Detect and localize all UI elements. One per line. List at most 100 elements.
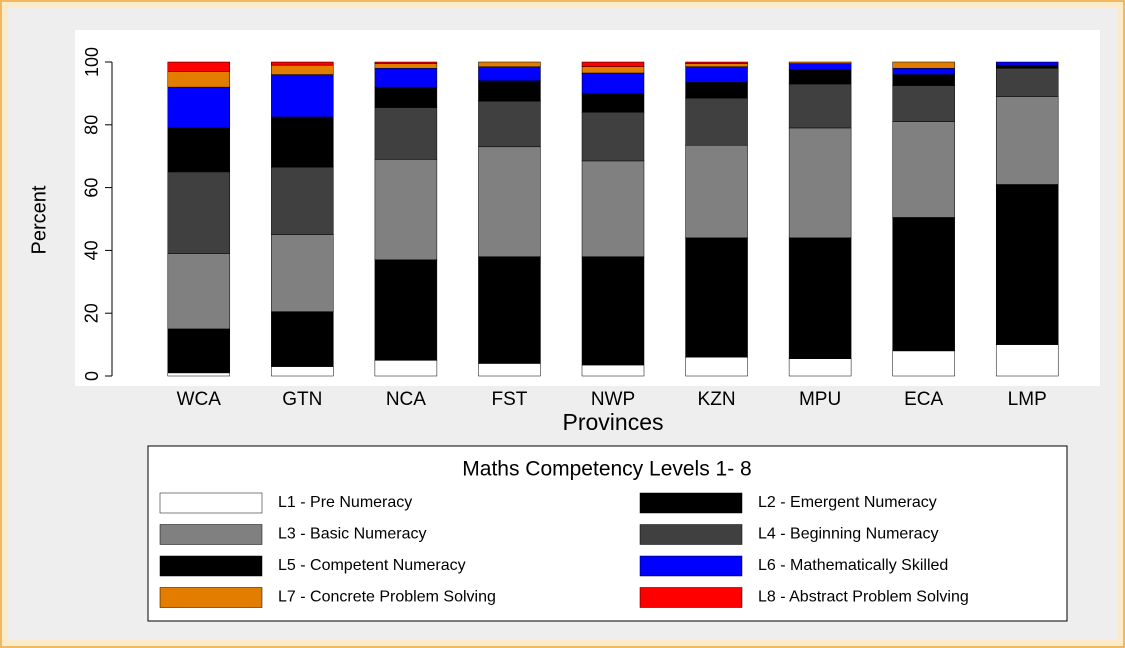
bar-segment [167,328,231,374]
bar-segment [478,256,541,364]
bar-segment [892,68,955,75]
y-axis-label: Percent [28,185,50,254]
bar-segment [892,85,955,122]
bar-segment [995,64,1059,69]
x-tick-label: FST [491,389,527,410]
legend-swatch [159,555,263,577]
legend-label: L6 - Mathematically Skilled [758,557,948,574]
bar-segment [478,66,541,82]
bar-segment [167,86,231,129]
x-tick-label: GTN [282,389,322,410]
bar-segment [581,66,645,74]
x-tick-label: ECA [904,389,943,410]
bar-segment [788,63,852,71]
bar-segment [788,358,852,377]
bar-segment [167,61,231,72]
x-tick-label: KZN [698,389,736,410]
bar-segment [685,66,748,83]
y-tick-label: 20 [82,303,102,323]
bar-segment [788,83,852,129]
bar-segment [581,111,645,162]
bar-segment [374,63,438,69]
legend-label: L5 - Competent Numeracy [278,557,466,574]
bar-segment [478,61,541,67]
bar-segment [995,344,1059,377]
bar-segment [581,61,645,67]
bar-segment [788,61,852,64]
bar-segment [892,217,955,352]
bar-segment [685,61,748,64]
bar-segment [374,107,438,160]
bar-segment [271,74,334,118]
legend-swatch [159,492,263,514]
bar-segment [271,366,334,377]
bar-segment [995,96,1059,185]
bar-segment [685,237,748,358]
y-tick-label: 100 [82,47,102,77]
y-tick-label: 80 [82,115,102,135]
bar-segment [685,63,748,67]
bar-segment [685,144,748,239]
bar-segment [788,127,852,239]
bar-segment [374,86,438,108]
bar-segment [374,259,438,361]
bar-segment [581,256,645,366]
bar-segment [374,61,438,64]
bar-segment [167,171,231,254]
bar-segment [271,64,334,75]
legend-swatch [639,587,743,608]
x-tick-label: LMP [1008,389,1047,410]
legend-label: L1 - Pre Numeracy [278,494,412,511]
legend-label: L8 - Abstract Problem Solving [758,589,969,606]
legend-swatch [159,587,263,608]
bar-segment [892,74,955,86]
x-tick-label: NCA [386,389,426,410]
bar-segment [271,311,334,367]
bar-segment [478,146,541,257]
legend-label: L2 - Emergent Numeracy [758,494,937,511]
bar-segment [374,360,438,377]
bar-segment [995,68,1059,97]
legend-swatch [159,524,263,545]
y-tick-label: 0 [82,371,102,381]
legend [147,445,1068,622]
bar-segment [685,97,748,146]
bar-segment [167,372,231,377]
bar-segment [995,184,1059,345]
legend-swatch [639,524,743,545]
bar-segment [685,356,748,377]
bar-segment [685,82,748,99]
legend-title: Maths Competency Levels 1- 8 [462,458,751,481]
bar-segment [271,61,334,66]
bar-segment [892,61,955,69]
bar-segment [271,116,334,168]
x-axis-label: Provinces [563,409,664,435]
bar-segment [581,160,645,257]
x-tick-label: NWP [591,389,635,410]
bar-segment [167,253,231,330]
bar-segment [478,80,541,102]
bar-segment [167,71,231,88]
bar-segment [892,121,955,218]
bar-segment [892,350,955,377]
legend-swatch [639,492,743,514]
x-tick-label: MPU [799,389,841,410]
bar-segment [581,72,645,94]
legend-label: L7 - Concrete Problem Solving [278,589,496,606]
bar-segment [581,364,645,377]
y-tick-label: 40 [82,240,102,260]
bar-segment [374,159,438,261]
bar-segment [478,101,541,148]
bar-segment [995,61,1059,66]
bar-segment [581,93,645,113]
legend-swatch [639,555,743,577]
bar-segment [271,166,334,235]
bar-segment [788,69,852,85]
legend-label: L4 - Beginning Numeracy [758,526,939,543]
x-tick-label: WCA [177,389,222,410]
bar-segment [271,234,334,312]
y-tick-label: 60 [82,178,102,198]
bar-segment [374,68,438,88]
bar-segment [788,237,852,359]
